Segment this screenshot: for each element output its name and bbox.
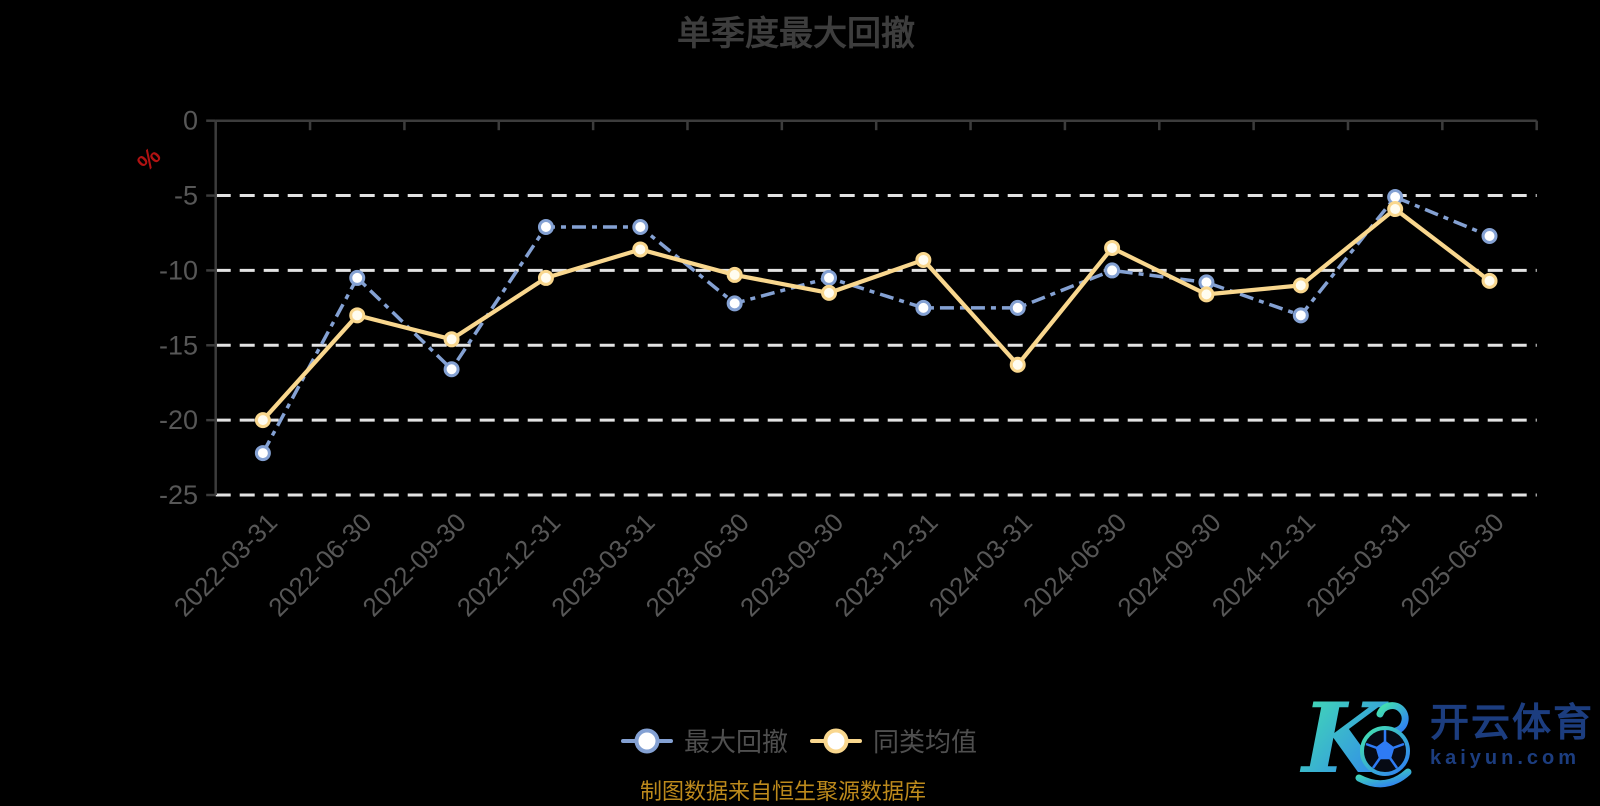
data-point-max-drawdown-2024-03-31[interactable] <box>1009 299 1026 316</box>
data-point-peer-average-2024-09-30[interactable] <box>1198 286 1215 303</box>
y-axis-tick-label: -15 <box>159 330 198 360</box>
data-point-max-drawdown-2022-06-30[interactable] <box>349 269 366 286</box>
series-line-peer-average <box>261 206 1491 422</box>
data-point-max-drawdown-2023-03-31[interactable] <box>632 219 649 236</box>
data-point-peer-average-2025-03-31[interactable] <box>1387 201 1404 218</box>
data-point-peer-average-2025-06-30[interactable] <box>1481 272 1498 289</box>
logo-swoosh <box>1355 768 1412 788</box>
data-point-max-drawdown-2024-12-31[interactable] <box>1292 307 1309 324</box>
data-point-peer-average-2022-06-30[interactable] <box>349 307 366 324</box>
data-point-max-drawdown-2023-12-31[interactable] <box>915 299 932 316</box>
legend-item-max-drawdown[interactable]: 最大回撤 <box>620 722 788 759</box>
data-point-max-drawdown-2022-12-31[interactable] <box>537 219 554 236</box>
data-point-max-drawdown-2022-09-30[interactable] <box>443 361 460 378</box>
data-point-peer-average-2023-03-31[interactable] <box>632 241 649 258</box>
kaiyun-logo-icon: K <box>1299 682 1412 795</box>
data-point-max-drawdown-2023-06-30[interactable] <box>726 295 743 312</box>
y-axis-tick-label: -5 <box>174 181 198 211</box>
legend-item-peer-average[interactable]: 同类均值 <box>810 722 977 759</box>
data-point-peer-average-2024-06-30[interactable] <box>1104 239 1121 256</box>
legend-label-max-drawdown: 最大回撤 <box>683 727 788 757</box>
legend-marker-max-drawdown-icon <box>620 728 673 753</box>
legend: 最大回撤 同类均值 <box>620 722 977 759</box>
x-axis-tick-label: 2025-06-30 <box>1395 507 1510 622</box>
series-line-max-drawdown <box>261 195 1491 454</box>
data-point-peer-average-2022-03-31[interactable] <box>254 412 271 429</box>
data-source-caption: 制图数据来自恒生聚源数据库 <box>639 779 927 804</box>
soccer-ball-pattern <box>1365 730 1405 769</box>
data-point-max-drawdown-2024-06-30[interactable] <box>1104 262 1121 279</box>
data-point-peer-average-2024-12-31[interactable] <box>1292 277 1309 294</box>
kaiyun-watermark-logo[interactable]: K 开云体育 kaiyun.com <box>1296 676 1598 796</box>
y-axis-tick-label: -25 <box>159 480 198 510</box>
logo-domain-text: kaiyun.com <box>1430 747 1581 769</box>
data-point-max-drawdown-2025-06-30[interactable] <box>1481 227 1498 244</box>
legend-label-peer-average: 同类均值 <box>873 727 978 757</box>
data-point-max-drawdown-2022-03-31[interactable] <box>254 445 271 462</box>
logo-brand-text: 开云体育 <box>1430 702 1595 745</box>
data-point-peer-average-2023-09-30[interactable] <box>821 284 838 301</box>
data-point-peer-average-2022-09-30[interactable] <box>443 331 460 348</box>
data-point-max-drawdown-2023-09-30[interactable] <box>821 269 838 286</box>
y-axis-tick-label: 0 <box>183 106 198 136</box>
data-point-peer-average-2024-03-31[interactable] <box>1009 356 1026 373</box>
chart-title: 单季度最大回撤 <box>677 15 915 53</box>
data-point-peer-average-2023-06-30[interactable] <box>726 266 743 283</box>
legend-marker-peer-average-icon <box>810 728 862 753</box>
data-point-peer-average-2023-12-31[interactable] <box>915 251 932 268</box>
y-axis-tick-label: -20 <box>159 405 198 435</box>
data-point-peer-average-2022-12-31[interactable] <box>537 269 554 286</box>
logo-swirl <box>1376 702 1409 735</box>
y-axis-tick-label: -10 <box>159 255 198 285</box>
